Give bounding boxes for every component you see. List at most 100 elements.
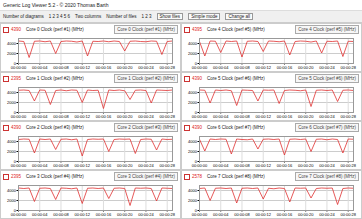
svg-text:00:00:08: 00:00:08 (53, 212, 69, 217)
html-text:Generic Log Viewer 5.2 - © 202: Generic Log Viewer 5.2 - © 2020 Thomas B… (3, 2, 109, 8)
svg-text:00:00:08: 00:00:08 (234, 114, 250, 119)
html-text:Number of files: Number of files (106, 14, 137, 19)
svg-text:2000: 2000 (188, 100, 198, 105)
html-text:Simple mode: Simple mode (191, 14, 218, 19)
html-text:Core 4 Clock (perf #5) (MHz): Core 4 Clock (perf #5) (MHz) (298, 27, 356, 32)
svg-text:00:00:08: 00:00:08 (234, 212, 250, 217)
html-text:1 2 3 4 5 6: 1 2 3 4 5 6 (48, 14, 71, 19)
svg-text:00:00:00: 00:00:00 (192, 65, 208, 70)
svg-text:00:00:28: 00:00:28 (159, 163, 175, 168)
svg-text:00:00:24: 00:00:24 (319, 212, 335, 217)
svg-text:00:00:08: 00:00:08 (234, 65, 250, 70)
svg-text:00:00:28: 00:00:28 (159, 212, 175, 217)
svg-text:00:00:28: 00:00:28 (340, 212, 356, 217)
svg-text:00:00:12: 00:00:12 (74, 114, 90, 119)
svg-text:00:00:04: 00:00:04 (32, 163, 48, 168)
svg-text:4000: 4000 (188, 41, 198, 46)
svg-text:00:00:16: 00:00:16 (277, 65, 293, 70)
html-text:Two columns: Two columns (75, 14, 102, 19)
svg-text:00:00:16: 00:00:16 (96, 163, 112, 168)
svg-text:4000: 4000 (7, 41, 17, 46)
svg-text:00:00:12: 00:00:12 (74, 163, 90, 168)
html-text:Show files: Show files (159, 14, 181, 19)
svg-text:00:00:08: 00:00:08 (234, 163, 250, 168)
svg-text:2000: 2000 (7, 51, 17, 56)
html-text:1 2 3: 1 2 3 (141, 14, 152, 19)
svg-text:00:00:12: 00:00:12 (74, 212, 90, 217)
svg-text:00:00:08: 00:00:08 (53, 65, 69, 70)
html-text:Core 4 Clock (perf #5) (MHz): Core 4 Clock (perf #5) (MHz) (207, 27, 265, 32)
svg-text:00:00:16: 00:00:16 (277, 212, 293, 217)
svg-text:00:00:24: 00:00:24 (319, 65, 335, 70)
html-text:Change all: Change all (228, 14, 250, 19)
svg-text:00:00:20: 00:00:20 (117, 65, 133, 70)
svg-text:00:00:16: 00:00:16 (96, 65, 112, 70)
svg-text:00:00:16: 00:00:16 (277, 114, 293, 119)
svg-text:00:00:24: 00:00:24 (138, 65, 154, 70)
svg-text:4000: 4000 (188, 139, 198, 144)
svg-text:00:00:20: 00:00:20 (298, 163, 314, 168)
html-text:Number of diagrams: Number of diagrams (3, 14, 44, 19)
svg-text:00:00:20: 00:00:20 (117, 212, 133, 217)
html-text:Core 5 Clock (perf #6) (MHz): Core 5 Clock (perf #6) (MHz) (207, 76, 265, 81)
html-text:Core 1 Clock (perf #2) (MHz): Core 1 Clock (perf #2) (MHz) (26, 76, 84, 81)
svg-text:00:00:24: 00:00:24 (319, 114, 335, 119)
svg-text:00:00:00: 00:00:00 (11, 163, 27, 168)
svg-text:00:00:28: 00:00:28 (159, 65, 175, 70)
svg-text:00:00:20: 00:00:20 (298, 65, 314, 70)
svg-text:00:00:00: 00:00:00 (192, 212, 208, 217)
html-text:4390: 4390 (11, 27, 21, 32)
svg-text:00:00:24: 00:00:24 (319, 163, 335, 168)
svg-text:00:00:08: 00:00:08 (53, 163, 69, 168)
svg-text:00:00:20: 00:00:20 (298, 212, 314, 217)
html-text:Core 0 Clock (perf #1) (MHz): Core 0 Clock (perf #1) (MHz) (117, 27, 175, 32)
svg-text:00:00:12: 00:00:12 (255, 163, 271, 168)
svg-text:2000: 2000 (188, 149, 198, 154)
svg-text:00:00:20: 00:00:20 (117, 114, 133, 119)
svg-text:00:00:28: 00:00:28 (340, 163, 356, 168)
svg-text:00:00:20: 00:00:20 (117, 163, 133, 168)
svg-text:00:00:00: 00:00:00 (192, 114, 208, 119)
svg-text:00:00:00: 00:00:00 (11, 65, 27, 70)
svg-text:2000: 2000 (7, 198, 17, 203)
html-text:2395: 2395 (11, 76, 21, 81)
svg-text:2000: 2000 (7, 100, 17, 105)
svg-text:00:00:28: 00:00:28 (340, 114, 356, 119)
svg-text:00:00:08: 00:00:08 (53, 114, 69, 119)
svg-text:00:00:04: 00:00:04 (213, 65, 229, 70)
svg-text:00:00:12: 00:00:12 (74, 65, 90, 70)
svg-text:4000: 4000 (7, 90, 17, 95)
svg-text:4000: 4000 (188, 188, 198, 193)
svg-text:2000: 2000 (7, 149, 17, 154)
svg-text:00:00:12: 00:00:12 (255, 212, 271, 217)
svg-text:00:00:12: 00:00:12 (255, 65, 271, 70)
svg-text:00:00:00: 00:00:00 (192, 163, 208, 168)
svg-text:00:00:28: 00:00:28 (159, 114, 175, 119)
html-text:4390: 4390 (192, 76, 202, 81)
svg-text:00:00:04: 00:00:04 (213, 212, 229, 217)
svg-text:00:00:28: 00:00:28 (340, 65, 356, 70)
svg-text:00:00:00: 00:00:00 (11, 114, 27, 119)
svg-text:4000: 4000 (7, 139, 17, 144)
html-text:4395: 4395 (192, 27, 202, 32)
svg-text:00:00:04: 00:00:04 (32, 65, 48, 70)
svg-text:2000: 2000 (188, 51, 198, 56)
svg-text:4000: 4000 (7, 188, 17, 193)
html-text:Core 0 Clock (perf #1) (MHz): Core 0 Clock (perf #1) (MHz) (26, 27, 84, 32)
svg-text:00:00:04: 00:00:04 (213, 163, 229, 168)
svg-text:00:00:24: 00:00:24 (138, 212, 154, 217)
svg-text:00:00:24: 00:00:24 (138, 114, 154, 119)
html-text:Core 1 Clock (perf #2) (MHz): Core 1 Clock (perf #2) (MHz) (117, 76, 175, 81)
svg-text:00:00:04: 00:00:04 (32, 212, 48, 217)
svg-text:00:00:16: 00:00:16 (96, 114, 112, 119)
svg-text:00:00:04: 00:00:04 (213, 114, 229, 119)
svg-text:2000: 2000 (188, 198, 198, 203)
svg-text:00:00:00: 00:00:00 (11, 212, 27, 217)
svg-text:4000: 4000 (188, 90, 198, 95)
svg-text:00:00:16: 00:00:16 (96, 212, 112, 217)
svg-text:00:00:04: 00:00:04 (32, 114, 48, 119)
svg-text:00:00:20: 00:00:20 (298, 114, 314, 119)
svg-text:00:00:12: 00:00:12 (255, 114, 271, 119)
svg-text:00:00:24: 00:00:24 (138, 163, 154, 168)
svg-text:00:00:16: 00:00:16 (277, 163, 293, 168)
